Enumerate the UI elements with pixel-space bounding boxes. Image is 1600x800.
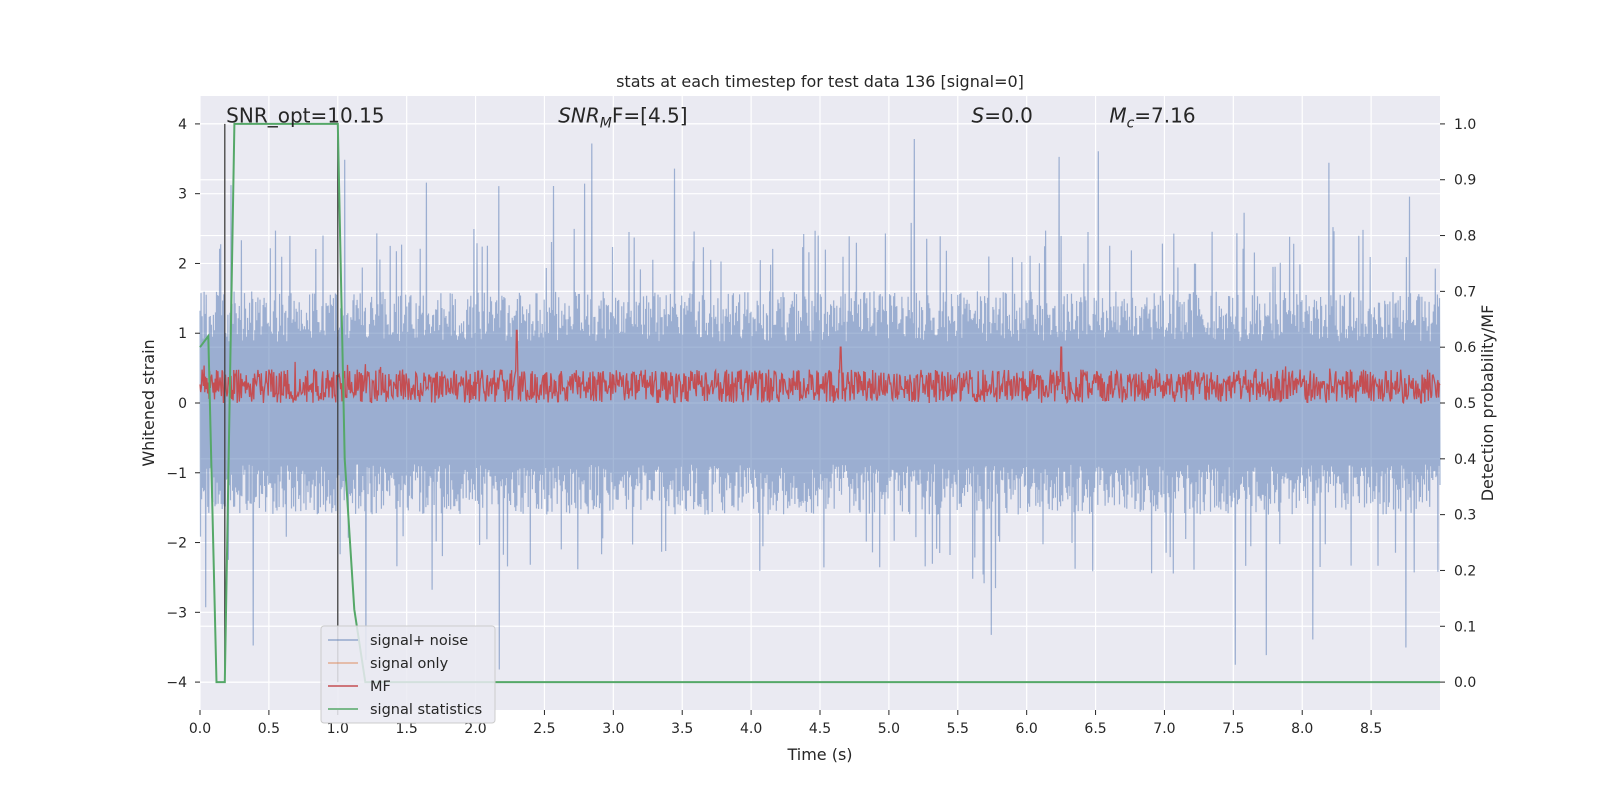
x-tick-label: 4.0	[740, 721, 762, 737]
y-tick-label: −2	[166, 536, 187, 552]
y-tick-label: 0	[178, 396, 187, 412]
chart-title: stats at each timestep for test data 136…	[616, 72, 1024, 91]
y-right-tick-label: 0.5	[1454, 396, 1476, 412]
annotation-2: S=0.0	[972, 103, 1033, 127]
legend-label: MF	[370, 679, 391, 695]
x-tick-label: 8.5	[1360, 721, 1382, 737]
x-tick-label: 0.5	[258, 721, 280, 737]
x-tick-label: 0.0	[189, 721, 211, 737]
x-tick-label: 6.0	[1016, 721, 1038, 737]
x-tick-label: 8.0	[1291, 721, 1313, 737]
annotation-3: Mc=7.16	[1109, 103, 1195, 131]
annotation-0: SNR_opt=10.15	[226, 103, 384, 127]
x-tick-label: 7.5	[1222, 721, 1244, 737]
y-right-tick-label: 0.7	[1454, 284, 1476, 300]
y-tick-label: −3	[166, 605, 187, 621]
y-tick-label: 2	[178, 256, 187, 272]
x-tick-label: 2.0	[464, 721, 486, 737]
y-right-axis-label: Detection probability/MF	[1478, 305, 1497, 502]
legend-label: signal statistics	[370, 702, 482, 718]
ticks: 0.0 0.5 1.0 1.5 2.0 2.5 3.0 3.5 4.0 4.5 5.0 5.5 6.0 6…	[166, 117, 1476, 737]
x-tick-label: 6.5	[1084, 721, 1106, 737]
y-right-tick-label: 0.6	[1454, 340, 1476, 356]
y-tick-label: −1	[166, 466, 187, 482]
x-tick-label: 3.0	[602, 721, 624, 737]
x-tick-label: 5.0	[878, 721, 900, 737]
y-right-tick-label: 0.2	[1454, 563, 1476, 579]
legend: signal+ noise signal only MF signal statist…	[320, 625, 496, 724]
x-tick-label: 1.5	[396, 721, 418, 737]
annotation-1: SNRMF=[4.5]	[558, 103, 687, 131]
legend-box	[320, 625, 496, 724]
y-right-tick-label: 0.0	[1454, 675, 1476, 691]
x-tick-label: 4.5	[809, 721, 831, 737]
y-right-tick-label: 0.1	[1454, 619, 1476, 635]
x-tick-label: 2.5	[533, 721, 555, 737]
x-tick-label: 3.5	[671, 721, 693, 737]
y-right-tick-label: 0.9	[1454, 173, 1476, 189]
x-axis-label: Time (s)	[786, 745, 852, 764]
y-axis-label: Whitened strain	[139, 339, 158, 466]
x-tick-label: 1.0	[327, 721, 349, 737]
y-tick-label: 4	[178, 117, 187, 133]
y-right-tick-label: 0.8	[1454, 229, 1476, 245]
y-right-tick-label: 0.4	[1454, 452, 1476, 468]
legend-label: signal+ noise	[370, 633, 468, 649]
x-tick-label: 7.0	[1153, 721, 1175, 737]
x-tick-label: 5.5	[947, 721, 969, 737]
annotations: SNR_opt=10.15 SNRMF=[4.5] S=0.0 Mc=7.16	[226, 103, 1195, 131]
y-right-tick-label: 0.3	[1454, 508, 1476, 524]
y-tick-label: 1	[178, 326, 187, 342]
y-tick-label: −4	[166, 675, 187, 691]
y-tick-label: 3	[178, 187, 187, 203]
legend-label: signal only	[370, 656, 449, 672]
series-mf	[199, 329, 1441, 405]
y-right-tick-label: 1.0	[1454, 117, 1476, 133]
